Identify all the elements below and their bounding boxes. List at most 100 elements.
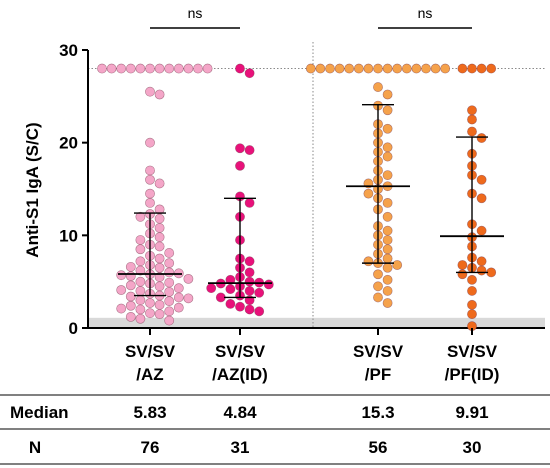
data-point [476, 193, 487, 204]
data-point [382, 274, 393, 285]
data-point [154, 309, 165, 319]
data-point [135, 63, 146, 74]
data-point [373, 82, 383, 92]
data-point [145, 165, 155, 176]
table-median-value: 5.83 [133, 403, 166, 422]
y-tick-label: 10 [59, 226, 78, 245]
data-point [173, 63, 184, 74]
data-point [315, 63, 326, 74]
data-point [363, 63, 374, 74]
data-point [476, 133, 487, 143]
data-point [235, 63, 245, 74]
data-point [382, 151, 393, 162]
data-point [467, 286, 477, 296]
data-point [145, 188, 155, 199]
data-point [235, 160, 245, 171]
data-point [430, 63, 441, 74]
data-point [476, 174, 487, 185]
group-label-line2: /PF [365, 365, 391, 384]
data-point [353, 63, 364, 74]
data-point [116, 303, 127, 314]
data-point [164, 258, 175, 269]
data-point [392, 260, 403, 270]
table-n-value: 31 [231, 438, 250, 457]
group-label-line1: SV/SV [125, 342, 176, 361]
data-point [206, 283, 217, 294]
data-point [164, 267, 175, 278]
data-point [145, 174, 155, 185]
data-point [164, 248, 175, 258]
data-point [154, 63, 165, 74]
significance-label: ns [188, 5, 203, 21]
data-point [154, 262, 165, 273]
data-point [116, 63, 127, 74]
data-point [225, 284, 236, 294]
y-tick-label: 0 [69, 319, 78, 338]
data-point [476, 265, 487, 276]
data-point [382, 286, 393, 296]
table-label-median: Median [10, 403, 69, 422]
data-point [382, 211, 393, 222]
data-point [373, 281, 383, 292]
data-point [476, 63, 487, 74]
data-point [305, 63, 316, 74]
data-point [125, 261, 136, 272]
group-label-line1: SV/SV [353, 342, 404, 361]
data-point [373, 292, 383, 303]
data-point [164, 306, 175, 317]
table-n-value: 76 [141, 438, 160, 457]
data-point [486, 63, 497, 74]
data-point [392, 63, 403, 74]
data-point [173, 302, 184, 313]
data-point [154, 241, 165, 252]
table-median-value: 9.91 [455, 403, 488, 422]
group-label-line1: SV/SV [447, 342, 498, 361]
data-point [164, 63, 175, 74]
table-median-value: 4.84 [223, 403, 257, 422]
group-label-line2: /PF(ID) [445, 365, 500, 384]
data-point [173, 292, 184, 303]
data-point [457, 269, 468, 280]
data-point [154, 281, 165, 292]
data-point [244, 256, 255, 267]
data-point [382, 235, 393, 245]
data-point [135, 295, 146, 306]
data-point [154, 253, 165, 264]
data-point [363, 256, 374, 267]
data-point [467, 114, 477, 125]
data-point [135, 304, 146, 315]
data-point [125, 291, 136, 302]
data-point [125, 271, 136, 282]
data-point [254, 306, 265, 317]
data-point [344, 63, 355, 74]
data-point [154, 178, 165, 189]
data-point [125, 63, 136, 74]
data-point [457, 63, 468, 74]
data-point [373, 269, 383, 280]
data-point [382, 89, 393, 100]
data-point [263, 279, 274, 290]
data-point [135, 286, 146, 296]
data-point [135, 211, 146, 222]
group-label-line2: /AZ [136, 365, 163, 384]
data-point [164, 277, 175, 288]
data-point [467, 63, 477, 74]
data-point [467, 309, 477, 319]
group-label-line1: SV/SV [215, 342, 266, 361]
data-point [154, 232, 165, 243]
data-point [382, 253, 393, 264]
significance-label: ns [418, 5, 433, 21]
data-point [467, 105, 477, 116]
data-point [476, 256, 487, 267]
data-point [334, 63, 345, 74]
data-point [244, 304, 255, 315]
data-point [382, 123, 393, 134]
data-point [467, 274, 477, 285]
data-point [173, 283, 184, 294]
data-point [116, 285, 127, 295]
data-point [193, 63, 203, 74]
data-point [382, 262, 393, 273]
data-point [476, 225, 487, 236]
data-point [145, 86, 155, 97]
